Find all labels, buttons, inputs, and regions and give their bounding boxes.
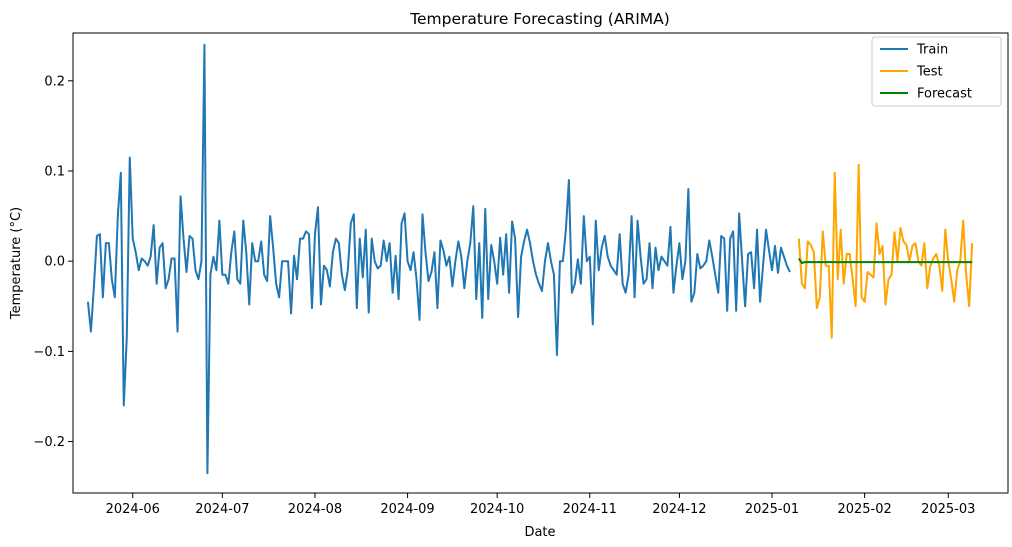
x-tick-label: 2024-11 — [563, 502, 617, 517]
x-tick-label: 2024-08 — [288, 502, 342, 517]
chart-title: Temperature Forecasting (ARIMA) — [409, 10, 670, 28]
plot-frame — [72, 32, 1009, 494]
legend-label-test: Test — [916, 65, 943, 80]
x-tick-label: 2024-12 — [652, 502, 706, 517]
y-tick-label: −0.2 — [33, 435, 65, 450]
series-line-test — [797, 163, 974, 339]
x-tick-label: 2024-06 — [106, 502, 160, 517]
legend-label-forecast: Forecast — [917, 87, 972, 102]
series-line-train — [86, 43, 791, 475]
x-axis-title: Date — [524, 525, 555, 540]
plot-area — [72, 32, 1009, 494]
y-tick-label: 0.2 — [44, 74, 65, 89]
legend: Train Test Forecast — [871, 36, 1002, 107]
x-tick-label: 2025-01 — [745, 502, 799, 517]
x-tick-label: 2025-03 — [921, 502, 975, 517]
legend-box — [871, 36, 1002, 107]
x-axis: 2024-06 2024-07 2024-08 2024-09 2024-10 2024-… — [106, 493, 975, 517]
y-tick-label: 0.0 — [44, 255, 65, 270]
series-line-forecast — [798, 257, 973, 264]
x-tick-label: 2025-02 — [837, 502, 891, 517]
x-tick-label: 2024-09 — [380, 502, 434, 517]
x-tick-label: 2024-10 — [470, 502, 524, 517]
y-axis-title: Temperature (°C) — [9, 207, 24, 320]
legend-label-train: Train — [916, 43, 948, 58]
y-axis: −0.2 −0.1 0.0 0.1 0.2 — [33, 74, 73, 450]
series-layer — [86, 43, 974, 475]
y-tick-label: 0.1 — [44, 165, 65, 180]
x-tick-label: 2024-07 — [195, 502, 249, 517]
y-tick-label: −0.1 — [33, 345, 65, 360]
